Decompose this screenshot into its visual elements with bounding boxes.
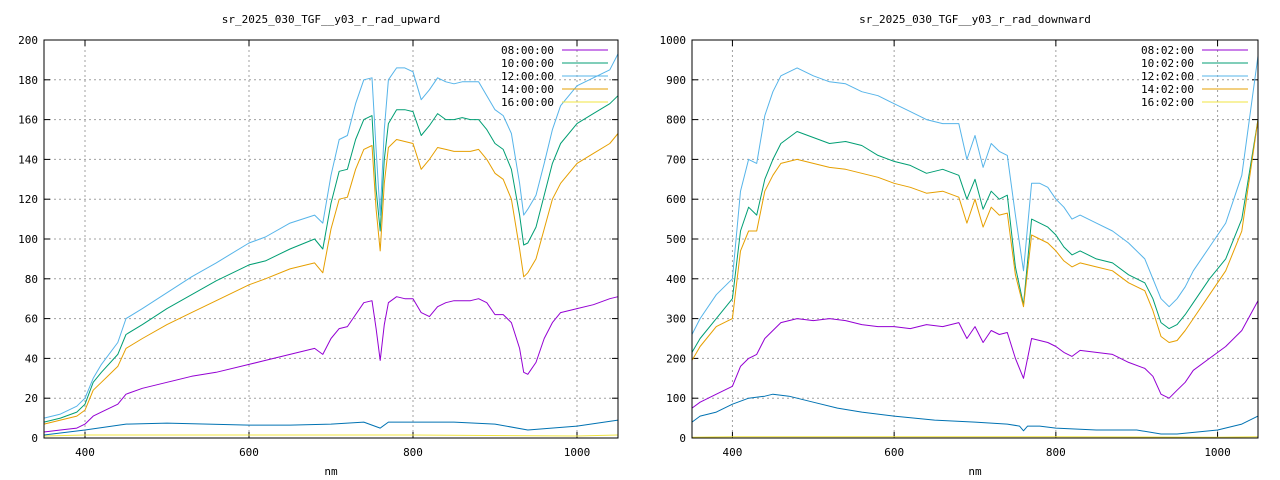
series-line-080000 [43,296,619,433]
plot-frame [691,39,1259,439]
plot-frame [43,39,619,439]
legend-label: 10:00:00 [501,57,554,70]
x-tick-label: 600 [884,446,904,459]
y-tick-label: 400 [666,273,686,286]
x-tick-label: 800 [1046,446,1066,459]
series-line-120200 [691,55,1259,335]
y-tick-label: 40 [25,352,38,365]
y-tick-label: 900 [666,74,686,87]
y-tick-label: 0 [31,432,38,445]
series-line-140000 [43,133,619,425]
x-tick-label: 400 [722,446,742,459]
series-line-080200 [691,300,1259,409]
series-line-100200 [691,119,1259,353]
series-line-unlabeled-5 [691,393,1259,435]
y-tick-label: 200 [18,34,38,47]
series-line-140200 [691,119,1259,361]
y-tick-label: 800 [666,114,686,127]
y-tick-label: 100 [666,392,686,405]
x-tick-label: 600 [239,446,259,459]
y-tick-label: 0 [679,432,686,445]
x-axis-label: nm [324,465,338,478]
y-tick-label: 120 [18,193,38,206]
y-tick-label: 140 [18,153,38,166]
y-tick-label: 300 [666,313,686,326]
chart-title: sr_2025_030_TGF__y03_r_rad_upward [222,13,441,26]
chart-panel-2: sr_2025_030_TGF__y03_r_rad_downward 0 100 2… [660,13,1259,478]
y-tick-label: 60 [25,313,38,326]
y-tick-label: 180 [18,74,38,87]
chart-title: sr_2025_030_TGF__y03_r_rad_downward [859,13,1091,26]
legend-label: 10:02:00 [1141,57,1194,70]
y-tick-label: 80 [25,273,38,286]
x-axis-label: nm [968,465,982,478]
chart-panel-1: sr_2025_030_TGF__y03_r_rad_upward 0 20 40 60… [18,13,619,478]
x-tick-label: 1000 [1204,446,1231,459]
y-tick-label: 20 [25,392,38,405]
series-line-160000 [43,434,619,437]
legend-label: 14:02:00 [1141,83,1194,96]
legend-label: 16:00:00 [501,96,554,109]
legend-label: 14:00:00 [501,83,554,96]
y-tick-label: 200 [666,352,686,365]
y-tick-label: 160 [18,114,38,127]
legend-label: 08:02:00 [1141,44,1194,57]
y-tick-label: 500 [666,233,686,246]
series-line-120000 [43,53,619,419]
legend-label: 12:02:00 [1141,70,1194,83]
series-line-unlabeled-5 [43,419,619,436]
legend-label: 08:00:00 [501,44,554,57]
y-tick-label: 700 [666,153,686,166]
series-line-100000 [43,95,619,423]
x-tick-label: 800 [403,446,423,459]
legend-label: 12:00:00 [501,70,554,83]
legend-label: 16:02:00 [1141,96,1194,109]
x-tick-label: 400 [75,446,95,459]
x-tick-label: 1000 [564,446,591,459]
y-tick-label: 1000 [660,34,687,47]
y-tick-label: 100 [18,233,38,246]
y-tick-label: 600 [666,193,686,206]
